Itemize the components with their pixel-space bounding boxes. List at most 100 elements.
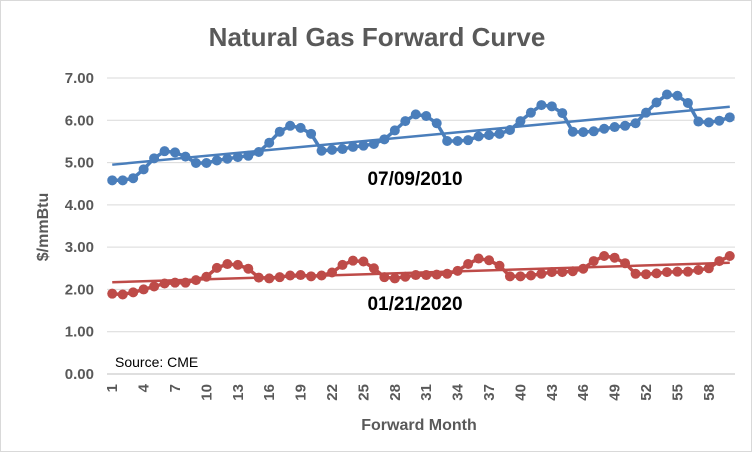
data-point [557,108,568,119]
chart-title: Natural Gas Forward Curve [209,22,546,52]
data-point [724,112,735,123]
data-point [368,138,379,149]
data-point [504,271,515,282]
data-point [128,287,139,298]
x-axis-title: Forward Month [361,417,477,434]
trendlines [112,105,730,284]
data-point [107,175,118,186]
data-point [285,270,296,281]
data-point [452,265,463,276]
data-point [232,259,243,270]
data-point [651,97,662,108]
x-tick-label: 55 [669,384,686,401]
data-point [327,144,338,155]
data-point [264,273,275,284]
data-point [190,275,201,286]
data-point [253,147,264,157]
data-point [484,130,495,141]
x-tick-label: 31 [418,384,435,401]
data-point [703,117,714,128]
x-tick-label: 7 [167,384,184,392]
data-point [211,155,222,166]
data-point [724,251,735,262]
series-markers [107,89,735,300]
series-label-2020: 01/21/2020 [367,294,462,315]
x-tick-label: 58 [701,384,718,401]
data-point [243,150,254,161]
data-point [389,273,400,284]
data-point [588,256,599,267]
data-point [201,271,212,282]
x-tick-label: 43 [544,384,561,401]
data-point [630,118,641,129]
data-point [557,267,568,278]
y-tick-label: 4.00 [65,197,94,214]
x-tick-label: 46 [575,384,592,401]
data-point [358,256,369,267]
data-point [452,136,463,147]
data-point [609,122,620,133]
data-point [138,164,149,175]
x-tick-label: 28 [387,384,404,401]
data-point [295,270,306,281]
data-point [149,153,160,164]
source-note: Source: CME [115,354,198,370]
data-point [484,255,495,266]
series-label-2010: 07/09/2010 [367,169,462,190]
data-point [442,136,453,147]
x-tick-label: 13 [230,384,247,401]
y-axis-title: $/mmBtu [35,193,52,261]
x-tick-label: 25 [355,384,372,401]
data-point [337,144,348,155]
data-point [327,267,338,278]
data-point [316,145,327,156]
data-point [253,272,264,283]
data-point [515,116,526,127]
data-point [525,270,536,281]
data-point [274,272,285,283]
data-point [630,268,641,279]
data-point [682,266,693,277]
data-point [546,101,557,112]
data-point [149,281,160,292]
data-point [232,152,243,163]
trendline-2010 [112,105,730,166]
data-point [243,263,254,274]
data-point [672,90,683,101]
data-point [693,116,704,127]
x-tick-label: 1 [104,384,121,392]
data-point [180,151,191,162]
data-point [703,263,714,274]
data-point [431,118,442,129]
data-point [504,125,515,136]
data-point [599,251,610,262]
data-point [410,270,421,281]
data-point [536,268,547,279]
data-point [316,270,327,281]
data-point [170,147,181,158]
data-point [222,259,233,270]
x-tick-label: 22 [324,384,341,401]
data-point [347,255,358,266]
data-point [274,126,285,137]
data-point [389,125,400,136]
data-point [347,141,358,152]
data-point [285,120,296,131]
y-tick-label: 1.00 [65,324,94,341]
data-point [578,263,589,274]
data-point [588,126,599,137]
data-point [138,284,149,295]
x-tick-label: 37 [481,384,498,401]
data-point [463,259,474,270]
data-point [400,116,411,127]
data-point [525,107,536,118]
y-tick-label: 2.00 [65,281,94,298]
data-point [222,153,233,164]
data-point [682,97,693,108]
gridlines [107,77,735,375]
data-point [473,131,484,142]
data-point [693,264,704,275]
data-point [190,157,201,168]
data-point [463,135,474,146]
